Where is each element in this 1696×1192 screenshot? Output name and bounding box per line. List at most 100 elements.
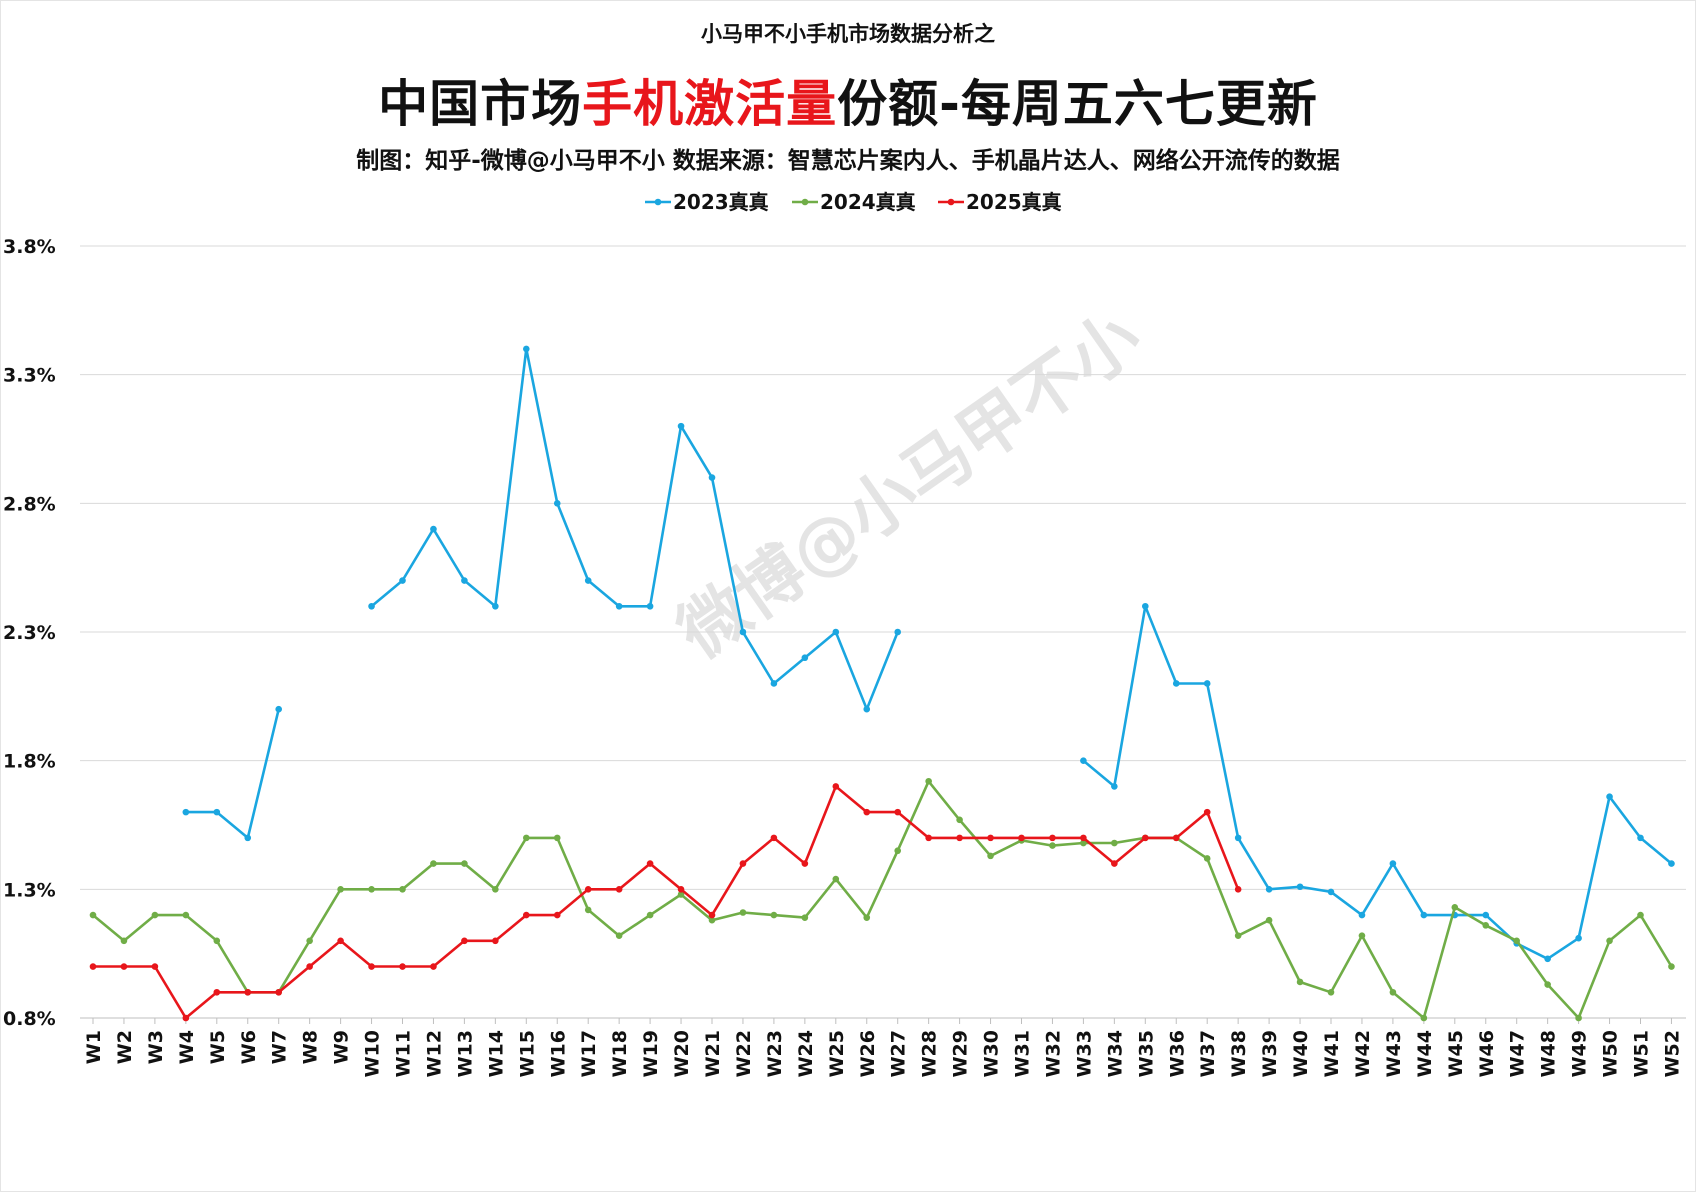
series-line xyxy=(1082,604,1673,961)
y-tick-label: 2.8% xyxy=(3,493,56,515)
data-point xyxy=(275,705,283,713)
data-point xyxy=(492,602,499,610)
x-tick-label: W51 xyxy=(1631,1030,1653,1077)
x-tick-label: W21 xyxy=(702,1030,724,1077)
data-point xyxy=(1234,834,1242,842)
x-tick-label: W32 xyxy=(1042,1030,1064,1077)
y-tick-label: 2.3% xyxy=(3,622,56,644)
data-point xyxy=(523,345,530,353)
data-point xyxy=(863,705,871,713)
legend-marker xyxy=(654,198,662,206)
x-tick-label: W24 xyxy=(795,1030,817,1077)
data-point xyxy=(863,808,871,816)
data-point xyxy=(182,1014,190,1022)
data-point xyxy=(1544,955,1551,963)
x-tick-label: W12 xyxy=(423,1030,445,1077)
data-point xyxy=(584,886,592,893)
data-point xyxy=(801,914,809,921)
y-tick-label: 1.8% xyxy=(3,751,56,773)
data-point xyxy=(275,988,283,996)
x-tick-label: W16 xyxy=(547,1030,569,1077)
data-point xyxy=(399,963,406,970)
x-tick-label: W8 xyxy=(300,1030,322,1064)
data-point xyxy=(1668,860,1675,867)
legend-label: 2025真真 xyxy=(966,190,1062,214)
data-point xyxy=(987,852,994,860)
x-tick-label: W45 xyxy=(1445,1030,1467,1077)
data-point xyxy=(708,474,716,481)
data-point xyxy=(925,834,932,842)
data-point xyxy=(1606,793,1613,800)
data-point xyxy=(615,602,623,610)
x-tick-label: W29 xyxy=(950,1030,972,1077)
data-point xyxy=(1327,988,1335,996)
data-point xyxy=(1513,937,1520,945)
x-tick-label: W26 xyxy=(857,1030,879,1077)
chart-subtitle: 制图：知乎-微博@小马甲不小 数据来源：智慧芯片案内人、手机晶片达人、网络公开流… xyxy=(356,148,1340,174)
x-tick-label: W47 xyxy=(1507,1030,1529,1077)
title-part-2: 份额-每周五六七更新 xyxy=(837,75,1318,133)
data-point xyxy=(1049,834,1056,842)
data-point xyxy=(1575,934,1582,942)
data-point xyxy=(120,963,128,970)
x-tick-label: W38 xyxy=(1228,1030,1250,1077)
x-tick-label: W34 xyxy=(1104,1030,1126,1077)
data-point xyxy=(677,886,685,893)
y-axis: 0.8% 1.3% 1.8% 2.3% 2.8% 3.3% 3.8% xyxy=(3,236,56,1030)
data-point xyxy=(337,886,344,893)
data-point xyxy=(1296,978,1304,986)
data-point xyxy=(1544,981,1551,988)
data-point xyxy=(1111,839,1118,847)
x-tick-label: W40 xyxy=(1290,1030,1312,1077)
data-point xyxy=(1142,834,1149,842)
chart-title: 中国市场手机激活量份额-每周五六七更新 xyxy=(0,64,1696,136)
data-point xyxy=(492,886,499,893)
x-tick-label: W42 xyxy=(1352,1030,1374,1077)
watermark: 微博@小马甲不小 xyxy=(664,297,1156,674)
data-point xyxy=(1420,911,1428,919)
data-point xyxy=(1358,911,1366,919)
data-point xyxy=(1389,988,1397,996)
data-point xyxy=(925,777,932,785)
data-point xyxy=(430,525,437,533)
data-point xyxy=(1018,834,1025,842)
data-point xyxy=(1575,1014,1582,1022)
data-point xyxy=(1327,888,1335,896)
data-point xyxy=(1482,911,1490,919)
series-layer xyxy=(89,345,1675,1022)
x-tick-label: W7 xyxy=(269,1030,291,1064)
x-tick-label: W15 xyxy=(516,1030,538,1077)
x-tick-label: W5 xyxy=(207,1030,229,1064)
data-point xyxy=(1203,855,1211,862)
data-point xyxy=(368,963,375,970)
data-point xyxy=(894,628,901,636)
data-point xyxy=(801,654,809,662)
data-point xyxy=(182,911,190,919)
data-point xyxy=(1668,963,1675,970)
data-point xyxy=(832,875,840,883)
data-point xyxy=(430,963,437,970)
data-point xyxy=(1203,680,1211,687)
x-tick-label: W13 xyxy=(454,1030,476,1077)
x-tick-label: W41 xyxy=(1321,1030,1343,1077)
data-point xyxy=(151,963,159,970)
x-tick-label: W3 xyxy=(145,1030,167,1064)
data-point xyxy=(801,860,809,867)
data-point xyxy=(1482,922,1490,929)
data-point xyxy=(894,847,901,855)
data-point xyxy=(615,932,623,939)
x-tick-label: W1 xyxy=(83,1030,105,1064)
data-point xyxy=(244,834,252,842)
data-point xyxy=(89,911,97,919)
data-point xyxy=(1265,916,1273,924)
series-line xyxy=(92,779,1673,1020)
data-point xyxy=(1389,860,1397,867)
watermark-text: 微博@小马甲不小 xyxy=(664,297,1156,674)
data-point xyxy=(1637,834,1644,842)
data-point xyxy=(430,860,437,867)
title-highlight: 手机激活量 xyxy=(582,75,838,133)
data-point xyxy=(677,891,685,898)
data-point xyxy=(182,808,190,816)
y-tick-label: 3.8% xyxy=(3,236,56,258)
